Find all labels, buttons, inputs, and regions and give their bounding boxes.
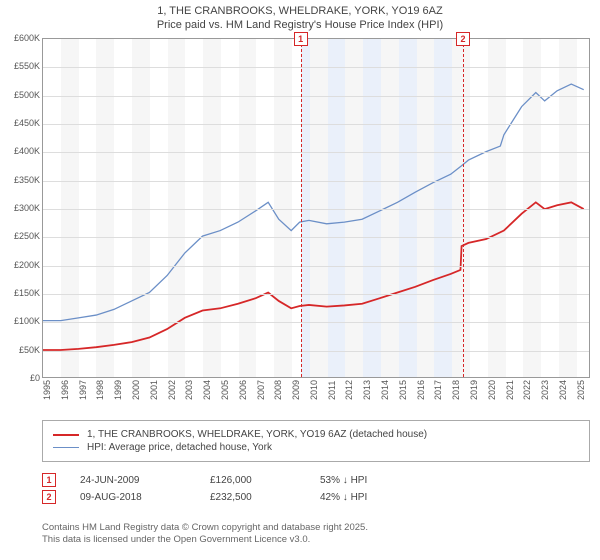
footer-line1: Contains HM Land Registry data © Crown c… xyxy=(42,522,368,534)
series-line xyxy=(43,84,584,321)
y-tick-label: £50K xyxy=(0,345,40,355)
y-tick-label: £450K xyxy=(0,118,40,128)
x-tick-label: 2017 xyxy=(433,380,443,400)
gridline-h xyxy=(43,124,589,125)
x-tick-label: 2007 xyxy=(256,380,266,400)
gridline-h xyxy=(43,181,589,182)
marker-price: £232,500 xyxy=(210,492,320,503)
gridline-h xyxy=(43,237,589,238)
x-tick-label: 2002 xyxy=(167,380,177,400)
x-tick-label: 1996 xyxy=(60,380,70,400)
y-tick-label: £300K xyxy=(0,203,40,213)
x-tick-label: 1997 xyxy=(78,380,88,400)
title-line2: Price paid vs. HM Land Registry's House … xyxy=(0,18,600,32)
series-line xyxy=(43,202,584,350)
title-line1: 1, THE CRANBROOKS, WHELDRAKE, YORK, YO19… xyxy=(0,4,600,18)
marker-date: 09-AUG-2018 xyxy=(80,492,210,503)
x-tick-label: 2009 xyxy=(291,380,301,400)
x-tick-label: 2025 xyxy=(576,380,586,400)
marker-badge: 1 xyxy=(294,32,308,46)
gridline-h xyxy=(43,266,589,267)
x-tick-label: 2006 xyxy=(238,380,248,400)
gridline-h xyxy=(43,209,589,210)
y-tick-label: £100K xyxy=(0,316,40,326)
marker-price: £126,000 xyxy=(210,475,320,486)
x-tick-label: 2003 xyxy=(184,380,194,400)
y-tick-label: £0 xyxy=(0,373,40,383)
x-tick-label: 1999 xyxy=(113,380,123,400)
marker-row: 2 09-AUG-2018£232,50042% ↓ HPI xyxy=(42,490,590,504)
gridline-h xyxy=(43,152,589,153)
gridline-h xyxy=(43,322,589,323)
x-tick-label: 2012 xyxy=(344,380,354,400)
marker-row: 1 24-JUN-2009£126,00053% ↓ HPI xyxy=(42,473,590,487)
x-tick-label: 2005 xyxy=(220,380,230,400)
gridline-h xyxy=(43,67,589,68)
marker-line xyxy=(463,39,464,377)
y-tick-label: £400K xyxy=(0,146,40,156)
marker-index: 1 xyxy=(42,473,56,487)
legend: 1, THE CRANBROOKS, WHELDRAKE, YORK, YO19… xyxy=(42,420,590,462)
y-tick-label: £550K xyxy=(0,61,40,71)
y-tick-label: £150K xyxy=(0,288,40,298)
legend-label: 1, THE CRANBROOKS, WHELDRAKE, YORK, YO19… xyxy=(87,429,427,440)
title-block: 1, THE CRANBROOKS, WHELDRAKE, YORK, YO19… xyxy=(0,0,600,33)
y-tick-label: £350K xyxy=(0,175,40,185)
x-tick-label: 2004 xyxy=(202,380,212,400)
gridline-h xyxy=(43,96,589,97)
x-tick-label: 2020 xyxy=(487,380,497,400)
y-tick-label: £600K xyxy=(0,33,40,43)
x-tick-label: 2014 xyxy=(380,380,390,400)
marker-badge: 2 xyxy=(456,32,470,46)
footer: Contains HM Land Registry data © Crown c… xyxy=(42,522,368,547)
marker-relation: 53% ↓ HPI xyxy=(320,475,430,486)
marker-line xyxy=(301,39,302,377)
x-tick-label: 2018 xyxy=(451,380,461,400)
x-tick-label: 2023 xyxy=(540,380,550,400)
x-tick-label: 2000 xyxy=(131,380,141,400)
chart-container: 1, THE CRANBROOKS, WHELDRAKE, YORK, YO19… xyxy=(0,0,600,560)
x-tick-label: 2016 xyxy=(416,380,426,400)
legend-swatch xyxy=(53,434,79,436)
x-tick-label: 2022 xyxy=(522,380,532,400)
legend-label: HPI: Average price, detached house, York xyxy=(87,442,272,453)
series-svg xyxy=(43,39,589,377)
legend-item: 1, THE CRANBROOKS, WHELDRAKE, YORK, YO19… xyxy=(53,429,579,440)
chart-wrap: 12 £0 £50K £100K £150K £200K £250K £300K £350K £… xyxy=(0,38,600,418)
x-tick-label: 2015 xyxy=(398,380,408,400)
x-tick-label: 1995 xyxy=(42,380,52,400)
y-tick-label: £500K xyxy=(0,90,40,100)
x-tick-label: 2011 xyxy=(327,381,337,400)
x-tick-label: 2013 xyxy=(362,380,372,400)
plot-area: 12 xyxy=(42,38,590,378)
marker-table: 1 24-JUN-2009£126,00053% ↓ HPI 2 09-AUG-201… xyxy=(42,470,590,507)
x-tick-label: 2019 xyxy=(469,380,479,400)
x-tick-label: 2001 xyxy=(149,380,159,400)
x-tick-label: 1998 xyxy=(95,380,105,400)
marker-index: 2 xyxy=(42,490,56,504)
legend-swatch xyxy=(53,447,79,448)
x-tick-label: 2021 xyxy=(505,380,515,400)
y-tick-label: £250K xyxy=(0,231,40,241)
x-tick-label: 2024 xyxy=(558,380,568,400)
marker-relation: 42% ↓ HPI xyxy=(320,492,430,503)
footer-line2: This data is licensed under the Open Gov… xyxy=(42,534,368,546)
x-axis-labels: 1995 1996 1997 1998 1999 2000 2001 2002 2003 2004… xyxy=(42,382,590,412)
marker-date: 24-JUN-2009 xyxy=(80,475,210,486)
y-tick-label: £200K xyxy=(0,260,40,270)
gridline-h xyxy=(43,294,589,295)
gridline-h xyxy=(43,351,589,352)
x-tick-label: 2010 xyxy=(309,380,319,400)
legend-item: HPI: Average price, detached house, York xyxy=(53,442,579,453)
x-tick-label: 2008 xyxy=(273,380,283,400)
